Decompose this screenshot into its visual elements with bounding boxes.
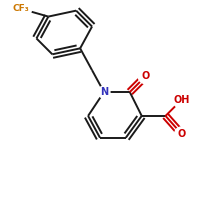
Text: N: N <box>100 87 108 97</box>
Circle shape <box>98 86 110 98</box>
Text: OH: OH <box>173 95 190 105</box>
Circle shape <box>138 69 153 84</box>
Text: O: O <box>142 71 150 81</box>
Text: O: O <box>177 129 186 139</box>
Text: CF₃: CF₃ <box>12 4 29 13</box>
Circle shape <box>175 127 188 141</box>
Circle shape <box>173 92 190 108</box>
Circle shape <box>10 0 31 20</box>
